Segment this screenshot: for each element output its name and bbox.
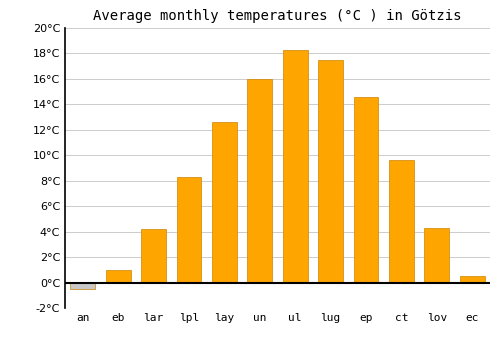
Bar (283, 50, 308, 282)
Bar (176, 177, 202, 282)
Bar (248, 79, 272, 282)
Bar (141, 229, 166, 282)
Bar (354, 97, 378, 282)
Bar (460, 276, 484, 282)
Bar (106, 270, 130, 282)
Title: Average monthly temperatures (°C ) in Götzis: Average monthly temperatures (°C ) in Gö… (93, 9, 462, 23)
Bar (212, 122, 237, 282)
Bar (70, 282, 95, 289)
Bar (318, 60, 343, 282)
Bar (389, 160, 414, 282)
Bar (424, 228, 450, 282)
